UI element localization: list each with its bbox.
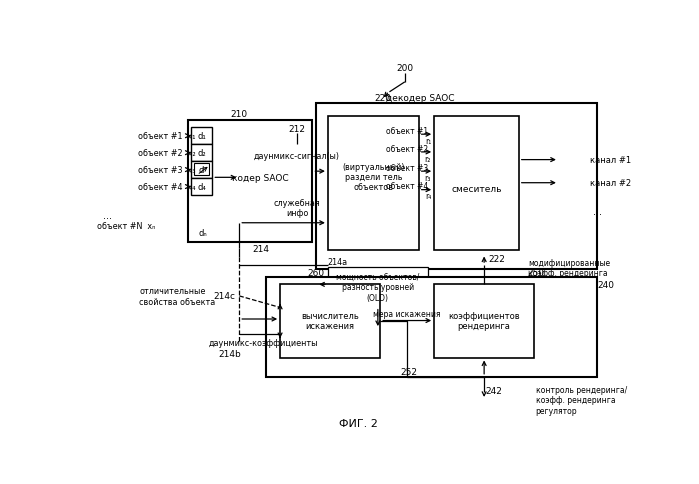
Text: 200: 200 — [396, 64, 413, 74]
Text: объект #2  x₂: объект #2 x₂ — [138, 149, 195, 158]
Text: 214c: 214c — [213, 292, 235, 301]
Text: 210: 210 — [231, 110, 248, 119]
Bar — [191, 145, 212, 162]
Bar — [328, 267, 428, 307]
Bar — [328, 117, 419, 251]
Bar — [191, 162, 212, 179]
Text: 260: 260 — [308, 269, 325, 278]
Text: d₁: d₁ — [197, 132, 206, 141]
Text: мера искажения: мера искажения — [373, 309, 441, 318]
Text: смеситель: смеситель — [451, 184, 502, 193]
Bar — [194, 164, 209, 176]
Text: r₂: r₂ — [425, 154, 431, 163]
Bar — [191, 128, 212, 145]
Bar — [266, 277, 598, 377]
Text: dₙ: dₙ — [199, 229, 208, 238]
Text: 220: 220 — [374, 93, 391, 103]
Text: 250: 250 — [527, 269, 545, 278]
Text: даунмикс-сигнал(ы): даунмикс-сигнал(ы) — [254, 152, 340, 161]
Text: кодер SAOC: кодер SAOC — [232, 173, 289, 182]
Text: 214b: 214b — [218, 349, 240, 359]
Text: 222: 222 — [489, 255, 505, 264]
Text: объект #4  x₄: объект #4 x₄ — [138, 182, 195, 192]
Text: объект #1  x₁: объект #1 x₁ — [138, 132, 195, 141]
Bar — [280, 285, 380, 358]
Bar — [316, 104, 598, 270]
Text: объект #1: объект #1 — [386, 127, 428, 136]
Bar — [434, 285, 534, 358]
Text: объект #N  xₙ: объект #N xₙ — [97, 221, 155, 230]
Text: вычислитель
искажения: вычислитель искажения — [301, 311, 359, 331]
Text: 212: 212 — [289, 125, 305, 134]
Text: ФИГ. 2: ФИГ. 2 — [339, 418, 378, 428]
Text: r₃: r₃ — [425, 173, 431, 182]
Text: объект #3  x₃: объект #3 x₃ — [138, 166, 195, 175]
Bar — [434, 117, 519, 251]
Text: 214a: 214a — [328, 257, 348, 266]
Text: декодер SAOC: декодер SAOC — [386, 93, 454, 103]
Text: (виртуальный)
раздели тель
объектов: (виртуальный) раздели тель объектов — [342, 162, 405, 192]
Text: даунмикс-коэффициенты: даунмикс-коэффициенты — [208, 338, 318, 347]
Text: объект #4: объект #4 — [386, 182, 428, 191]
Text: ...: ... — [593, 207, 603, 217]
Text: объект #3: объект #3 — [386, 164, 428, 172]
Text: 242: 242 — [485, 386, 502, 395]
Text: r₄: r₄ — [425, 192, 431, 201]
Text: ...: ... — [103, 211, 112, 221]
Text: коэффициентов
рендеринга: коэффициентов рендеринга — [448, 311, 520, 331]
Text: канал #1: канал #1 — [590, 156, 630, 165]
Text: контроль рендеринга/
коэфф. рендеринга
регулятор: контроль рендеринга/ коэфф. рендеринга р… — [535, 385, 627, 415]
Text: мощность объектов/
разность уровней
(OLD): мощность объектов/ разность уровней (OLD… — [336, 272, 419, 302]
Text: отличительные
свойства объекта: отличительные свойства объекта — [139, 287, 215, 306]
Bar — [188, 121, 312, 242]
Text: d₄: d₄ — [197, 182, 206, 192]
Bar — [191, 179, 212, 196]
Text: 252: 252 — [400, 367, 417, 376]
Text: объект #2: объект #2 — [386, 144, 428, 153]
Text: 214: 214 — [252, 244, 269, 253]
Text: r₁: r₁ — [425, 136, 431, 146]
Text: d₂: d₂ — [197, 149, 206, 158]
Text: модифицированные
коэфф. рендеринга: модифицированные коэфф. рендеринга — [528, 258, 610, 277]
Text: служебная
инфо: служебная инфо — [273, 198, 320, 218]
Text: канал #2: канал #2 — [590, 179, 630, 188]
Text: d: d — [199, 166, 204, 175]
Text: 240: 240 — [598, 280, 614, 289]
